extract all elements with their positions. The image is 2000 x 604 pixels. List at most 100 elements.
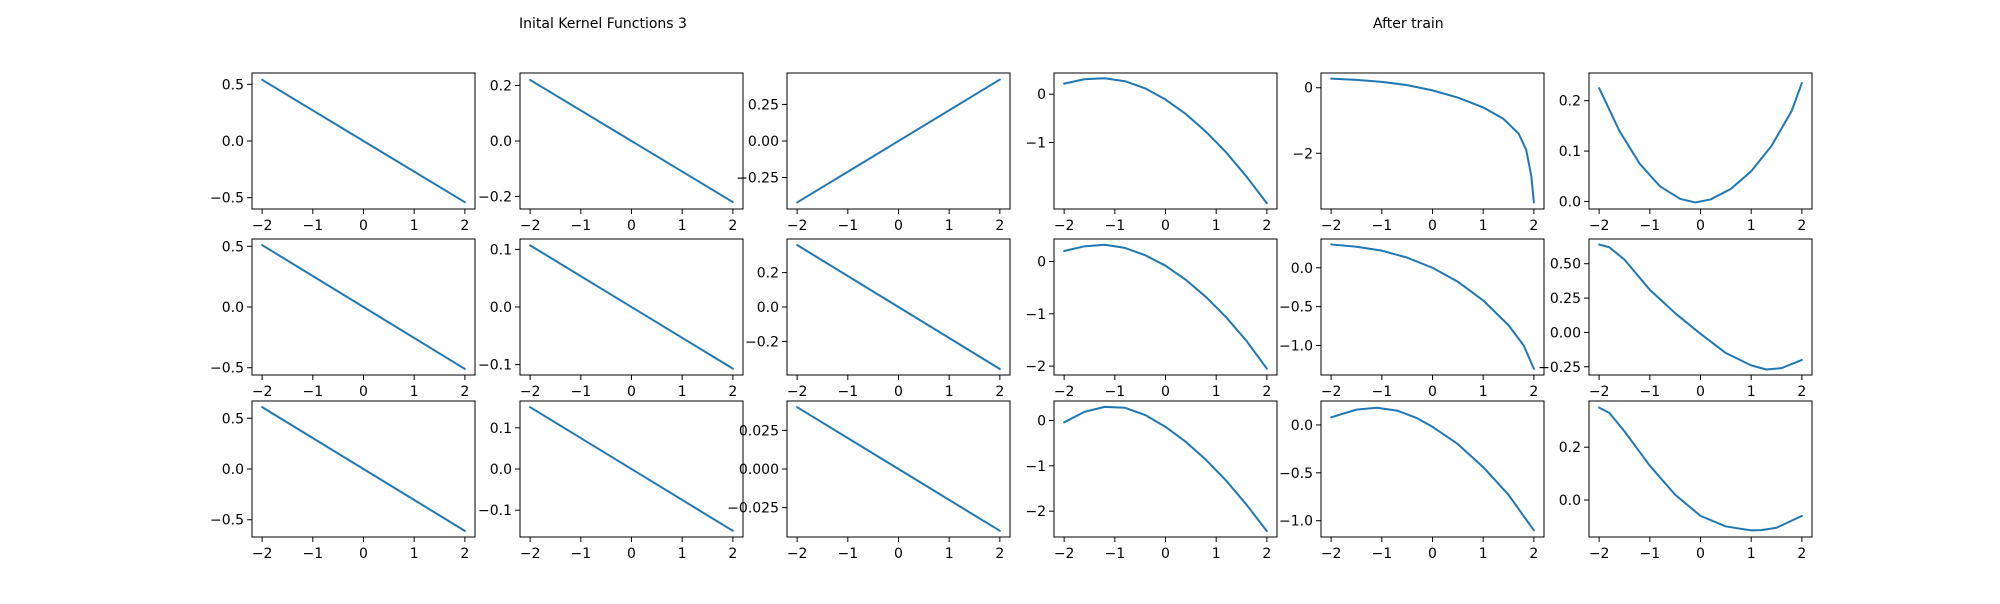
- x-tick-label: −1: [1371, 546, 1392, 562]
- x-tick-label: −2: [1589, 546, 1610, 562]
- subplot-3-3: −2 −1 0 1 2 −0.025 0.000 0.025: [727, 400, 1011, 562]
- x-tick-label: 1: [678, 384, 687, 400]
- x-tick-label: 2: [728, 218, 737, 234]
- figure-title-initial: Inital Kernel Functions 3: [519, 16, 687, 32]
- x-tick-label: −1: [1639, 218, 1660, 234]
- subplot-1-2: −2 −1 0 1 2 −0.2 0.0 0.2: [478, 72, 744, 234]
- x-tick-label: 2: [1262, 218, 1271, 234]
- x-tick-label: 0: [1428, 546, 1437, 562]
- x-tick-label: 2: [460, 218, 469, 234]
- y-tick-label: −0.25: [736, 171, 779, 187]
- y-tick-label: 0.5: [222, 411, 244, 427]
- subplot-2-3: −2 −1 0 1 2 −0.2 0.0 0.2: [745, 238, 1011, 400]
- x-tick-label: 0: [359, 546, 368, 562]
- x-tick-label: 0: [1161, 218, 1170, 234]
- y-tick-label: 0.0: [222, 300, 244, 316]
- y-tick-label: 0: [1037, 87, 1046, 103]
- series-line: [261, 406, 466, 532]
- y-tick-label: −0.5: [1279, 466, 1313, 482]
- axes-frame: [1053, 72, 1278, 210]
- y-tick-label: −1: [1025, 135, 1046, 151]
- series-line: [261, 78, 466, 204]
- series-line: [1063, 405, 1268, 533]
- y-tick-label: −0.2: [745, 334, 779, 350]
- x-tick-label: −1: [570, 384, 591, 400]
- y-tick-label: 0.50: [1550, 257, 1581, 273]
- series-line: [1330, 243, 1535, 370]
- subplot-1-4: −2 −1 0 1 2 −1 0: [1025, 72, 1278, 234]
- axes-frame: [1588, 72, 1813, 210]
- y-tick-label: −0.2: [478, 190, 512, 206]
- x-tick-label: −1: [1104, 546, 1125, 562]
- x-tick-label: 1: [945, 384, 954, 400]
- y-tick-label: −0.5: [210, 361, 244, 377]
- x-tick-label: −1: [302, 546, 323, 562]
- x-tick-label: 1: [1212, 218, 1221, 234]
- y-tick-label: 0.00: [1550, 325, 1581, 341]
- y-tick-label: 0: [1037, 254, 1046, 270]
- y-tick-label: 0.0: [490, 462, 512, 478]
- x-tick-label: 1: [678, 218, 687, 234]
- x-tick-label: 2: [995, 384, 1004, 400]
- x-tick-label: −1: [837, 384, 858, 400]
- x-tick-label: −2: [1321, 546, 1342, 562]
- subplot-3-5: −2 −1 0 1 2 −1.0 −0.5 0.0: [1279, 400, 1545, 562]
- y-tick-label: 0: [1304, 81, 1313, 97]
- x-tick-label: −1: [1639, 546, 1660, 562]
- y-tick-label: −0.5: [210, 191, 244, 207]
- x-tick-label: −2: [787, 546, 808, 562]
- x-tick-label: 0: [627, 384, 636, 400]
- x-tick-label: 0: [359, 384, 368, 400]
- y-tick-label: 0.0: [222, 462, 244, 478]
- y-tick-label: 0.2: [490, 78, 512, 94]
- x-tick-label: 2: [728, 546, 737, 562]
- x-tick-label: −1: [837, 218, 858, 234]
- series-line: [1598, 406, 1803, 532]
- x-tick-label: 1: [410, 546, 419, 562]
- x-tick-label: 0: [1161, 546, 1170, 562]
- y-tick-label: 0.0: [1291, 418, 1313, 434]
- x-tick-label: 2: [1797, 384, 1806, 400]
- series-line: [796, 244, 1001, 370]
- axes-frame: [1053, 400, 1278, 538]
- axes-frame: [1320, 72, 1545, 210]
- x-tick-label: −2: [520, 384, 541, 400]
- x-tick-label: 1: [410, 384, 419, 400]
- x-tick-label: 1: [1747, 384, 1756, 400]
- x-tick-label: 2: [995, 218, 1004, 234]
- x-tick-label: −2: [1054, 384, 1075, 400]
- x-tick-label: 0: [1696, 218, 1705, 234]
- x-tick-label: −2: [252, 546, 273, 562]
- y-tick-label: −0.5: [1279, 300, 1313, 316]
- x-tick-label: 1: [945, 546, 954, 562]
- x-tick-label: 0: [359, 218, 368, 234]
- x-tick-label: −1: [570, 546, 591, 562]
- x-tick-label: −2: [1589, 218, 1610, 234]
- x-tick-label: −2: [520, 546, 541, 562]
- x-tick-label: −1: [837, 546, 858, 562]
- x-tick-label: −1: [302, 384, 323, 400]
- subplot-2-5: −2 −1 0 1 2 −1.0 −0.5 0.0: [1279, 238, 1545, 400]
- x-tick-label: −2: [787, 384, 808, 400]
- y-tick-label: 0.0: [1559, 493, 1581, 509]
- subplot-1-6: −2 −1 0 1 2 0.0 0.1 0.2: [1559, 72, 1813, 234]
- x-tick-label: 2: [1262, 384, 1271, 400]
- axes-frame: [1320, 400, 1545, 538]
- y-tick-label: −0.5: [210, 513, 244, 529]
- series-line: [1330, 406, 1535, 532]
- x-tick-label: 2: [1529, 384, 1538, 400]
- series-line: [1063, 243, 1268, 370]
- x-tick-label: 2: [1529, 546, 1538, 562]
- series-line: [1330, 77, 1535, 204]
- x-tick-label: 0: [627, 546, 636, 562]
- y-tick-label: −2: [1025, 504, 1046, 520]
- x-tick-label: 1: [1479, 218, 1488, 234]
- axes-frame: [1320, 238, 1545, 376]
- y-tick-label: 0.0: [757, 300, 779, 316]
- x-tick-label: −1: [570, 218, 591, 234]
- x-tick-label: −2: [520, 218, 541, 234]
- x-tick-label: −1: [1104, 218, 1125, 234]
- x-tick-label: 1: [1747, 546, 1756, 562]
- axes-frame: [1588, 238, 1813, 376]
